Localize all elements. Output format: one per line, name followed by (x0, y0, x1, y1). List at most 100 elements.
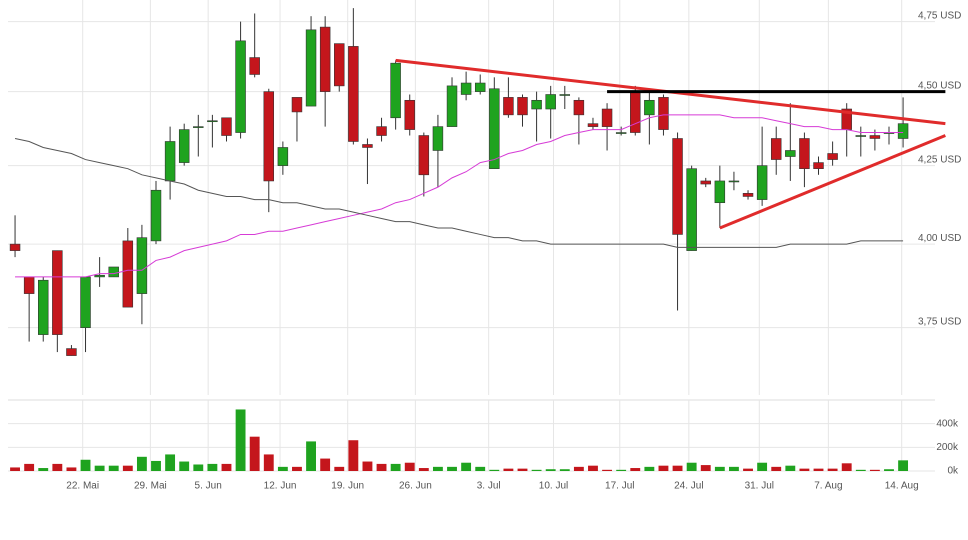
candle-body (235, 40, 246, 133)
x-tick-label: 10. Jul (539, 481, 568, 492)
volume-bar (489, 469, 500, 471)
moving-average (14, 138, 904, 248)
volume-bar (869, 469, 880, 471)
candle-body (503, 97, 514, 116)
volume-bar (348, 440, 359, 471)
candle-body (221, 117, 232, 136)
volume-bar (404, 462, 415, 471)
candle-body (263, 91, 275, 182)
volume-bar (855, 469, 866, 471)
volume-bar (841, 463, 852, 471)
volume-bar (672, 465, 683, 471)
candle-body (897, 123, 909, 139)
x-tick-label: 29. Mai (134, 481, 167, 492)
volume-bar (292, 466, 302, 471)
volume-tick-label: 400k (936, 418, 959, 429)
volume-bar (52, 463, 63, 471)
volume-bar (306, 441, 316, 471)
candle-body (52, 250, 63, 335)
x-tick-label: 14. Aug (885, 481, 919, 492)
moving-average (15, 114, 904, 278)
volume-bar (179, 461, 190, 471)
volume-bar (503, 468, 514, 471)
candle-body (305, 29, 317, 107)
volume-bar (165, 454, 176, 471)
volume-bar (785, 465, 796, 471)
volume-bar (122, 465, 133, 471)
volume-bar (249, 436, 260, 471)
x-tick-label: 31. Jul (745, 481, 774, 492)
candle-body (94, 274, 105, 278)
volume-bar (559, 469, 570, 471)
y-tick-label: 3,75 USD (918, 316, 961, 327)
volume-bar (757, 462, 768, 471)
candle-body (728, 180, 740, 183)
candle-body (474, 82, 486, 92)
volume-bar (263, 454, 274, 471)
volume-bar (418, 468, 429, 471)
candle-body (136, 237, 148, 294)
candle-body (587, 123, 599, 127)
candle-body (362, 144, 373, 148)
candle-body (601, 108, 613, 127)
volume-bar (813, 468, 824, 471)
volume-bar (66, 467, 77, 471)
candle-body (559, 94, 571, 96)
volume-bar (362, 461, 373, 471)
candle-body (23, 276, 35, 294)
y-tick-label: 4,50 USD (918, 80, 961, 91)
volume-bar (461, 462, 472, 471)
volume-bar (151, 460, 161, 471)
volume-tick-label: 0k (947, 466, 959, 477)
volume-bar (80, 459, 91, 471)
candle-body (770, 138, 782, 160)
candle-body (390, 62, 401, 119)
candle-body (644, 99, 655, 116)
candle-body (446, 85, 458, 127)
x-tick-label: 12. Jun (264, 481, 297, 492)
candle-body (700, 180, 711, 185)
candle-body (517, 97, 528, 116)
volume-bar (658, 465, 669, 471)
volume-bar (432, 466, 443, 471)
candle-body (319, 26, 331, 92)
volume-bar (602, 469, 613, 471)
candle-body (742, 193, 754, 197)
volume-bar (517, 468, 528, 471)
volume-bar (573, 466, 584, 471)
volume-bar (193, 464, 204, 471)
candle-body (418, 135, 430, 176)
candle-body (827, 153, 838, 160)
candle-body (714, 180, 726, 204)
volume-bar (729, 466, 739, 471)
candle-body (573, 99, 585, 116)
volume-bar (94, 465, 105, 471)
volume-tick-label: 200k (936, 442, 959, 453)
candle-body (334, 43, 345, 87)
x-tick-label: 3. Jul (477, 481, 501, 492)
y-tick-label: 4,75 USD (918, 10, 961, 21)
candle-body (869, 135, 881, 139)
candle-body (376, 126, 387, 136)
candle-body (150, 189, 162, 242)
volume-bar (545, 469, 556, 471)
volume-bar (10, 467, 20, 471)
volume-bar (743, 468, 753, 471)
x-tick-label: 17. Jul (605, 481, 634, 492)
volume-bar (884, 469, 894, 471)
volume-bar (24, 463, 35, 471)
candle-body (291, 97, 303, 113)
candle-body (66, 348, 77, 356)
candle-body (799, 138, 810, 169)
candle-body (404, 99, 415, 130)
volume-bar (277, 466, 288, 471)
candle-body (460, 82, 472, 95)
x-tick-label: 26. Jun (399, 481, 432, 492)
volume-bar (390, 463, 401, 471)
volume-bar (771, 466, 782, 471)
volume-bar (334, 466, 345, 471)
x-tick-label: 7. Aug (814, 481, 842, 492)
volume-bar (136, 456, 147, 471)
candle-body (630, 91, 641, 133)
